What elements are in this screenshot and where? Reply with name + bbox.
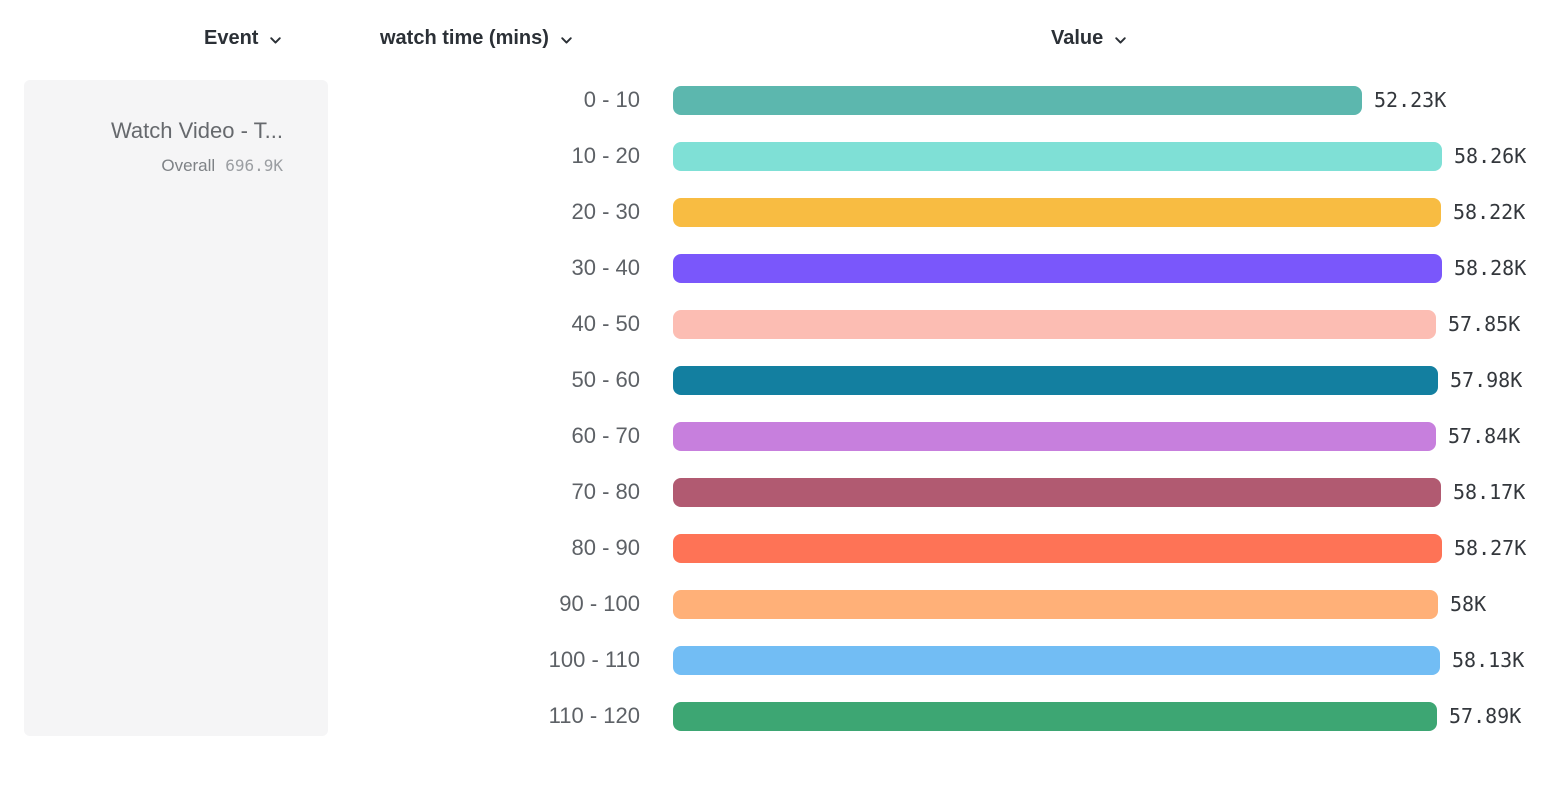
overall-value: 696.9K xyxy=(225,156,283,175)
value-label: 57.85K xyxy=(1448,312,1521,336)
chart-row: 30 - 40 58.28K xyxy=(0,240,1568,296)
bucket-label: 70 - 80 xyxy=(571,479,641,504)
chart-row: 10 - 20 58.26K xyxy=(0,128,1568,184)
overall-label: Overall xyxy=(161,156,216,175)
value-bar[interactable] xyxy=(673,253,1442,283)
column-header-event-label: Event xyxy=(204,27,259,49)
event-name: Watch Video - T... xyxy=(110,118,283,143)
value-bar[interactable] xyxy=(673,421,1436,451)
chevron-down-icon xyxy=(1113,33,1128,48)
bucket-label: 80 - 90 xyxy=(571,535,641,560)
chart-row: 60 - 70 57.84K xyxy=(0,408,1568,464)
chart-row: 0 - 10 52.23K xyxy=(0,72,1568,128)
value-label: 58.22K xyxy=(1453,200,1526,224)
value-label: 58K xyxy=(1450,592,1487,616)
bucket-label: 100 - 110 xyxy=(548,647,640,672)
value-bar[interactable] xyxy=(673,309,1436,339)
value-bar[interactable] xyxy=(673,701,1437,731)
value-bar[interactable] xyxy=(673,85,1362,115)
bucket-label: 60 - 70 xyxy=(571,423,641,448)
bucket-label: 20 - 30 xyxy=(571,199,641,224)
chart-row: 20 - 30 58.22K xyxy=(0,184,1568,240)
value-label: 58.13K xyxy=(1452,648,1525,672)
chart-row: 70 - 80 58.17K xyxy=(0,464,1568,520)
chart-row: 80 - 90 58.27K xyxy=(0,520,1568,576)
value-label: 58.28K xyxy=(1454,256,1527,280)
value-bar[interactable] xyxy=(673,477,1441,507)
overall-row: Overall 696.9K xyxy=(44,156,283,176)
bucket-label: 0 - 10 xyxy=(583,87,640,112)
column-header-watch-time-label: watch time (mins) xyxy=(380,27,549,49)
value-label: 57.89K xyxy=(1449,704,1522,728)
chevron-down-icon xyxy=(559,33,574,48)
column-header-watch-time[interactable]: watch time (mins) xyxy=(380,27,574,50)
chart-row: 40 - 50 57.85K xyxy=(0,296,1568,352)
column-header-value[interactable]: Value xyxy=(1051,27,1128,50)
chevron-down-icon xyxy=(268,33,283,48)
value-bar[interactable] xyxy=(673,645,1440,675)
event-legend-panel[interactable]: Watch Video - T... Overall 696.9K xyxy=(24,80,328,736)
value-label: 58.17K xyxy=(1453,480,1526,504)
chart-row: 90 - 100 58K xyxy=(0,576,1568,632)
column-header-value-label: Value xyxy=(1051,27,1104,49)
bucket-label: 90 - 100 xyxy=(559,591,640,616)
value-label: 57.84K xyxy=(1448,424,1521,448)
chart-row: 110 - 120 57.89K xyxy=(0,688,1568,744)
value-label: 52.23K xyxy=(1374,88,1447,112)
value-label: 58.27K xyxy=(1454,536,1527,560)
chart-row: 50 - 60 57.98K xyxy=(0,352,1568,408)
value-bar[interactable] xyxy=(673,533,1442,563)
column-header-event[interactable]: Event xyxy=(204,27,283,50)
bucket-label: 40 - 50 xyxy=(571,311,641,336)
value-bar[interactable] xyxy=(673,197,1441,227)
bucket-label: 50 - 60 xyxy=(571,367,641,392)
chart-rows: 0 - 10 52.23K 10 - 20 58.26K 20 - 30 58.… xyxy=(0,72,1568,744)
bucket-label: 110 - 120 xyxy=(548,703,640,728)
value-bar[interactable] xyxy=(673,365,1438,395)
chart-row: 100 - 110 58.13K xyxy=(0,632,1568,688)
value-label: 57.98K xyxy=(1450,368,1523,392)
value-label: 58.26K xyxy=(1454,144,1527,168)
bucket-label: 10 - 20 xyxy=(571,143,641,168)
value-bar[interactable] xyxy=(673,141,1442,171)
value-bar[interactable] xyxy=(673,589,1438,619)
bucket-label: 30 - 40 xyxy=(571,255,641,280)
